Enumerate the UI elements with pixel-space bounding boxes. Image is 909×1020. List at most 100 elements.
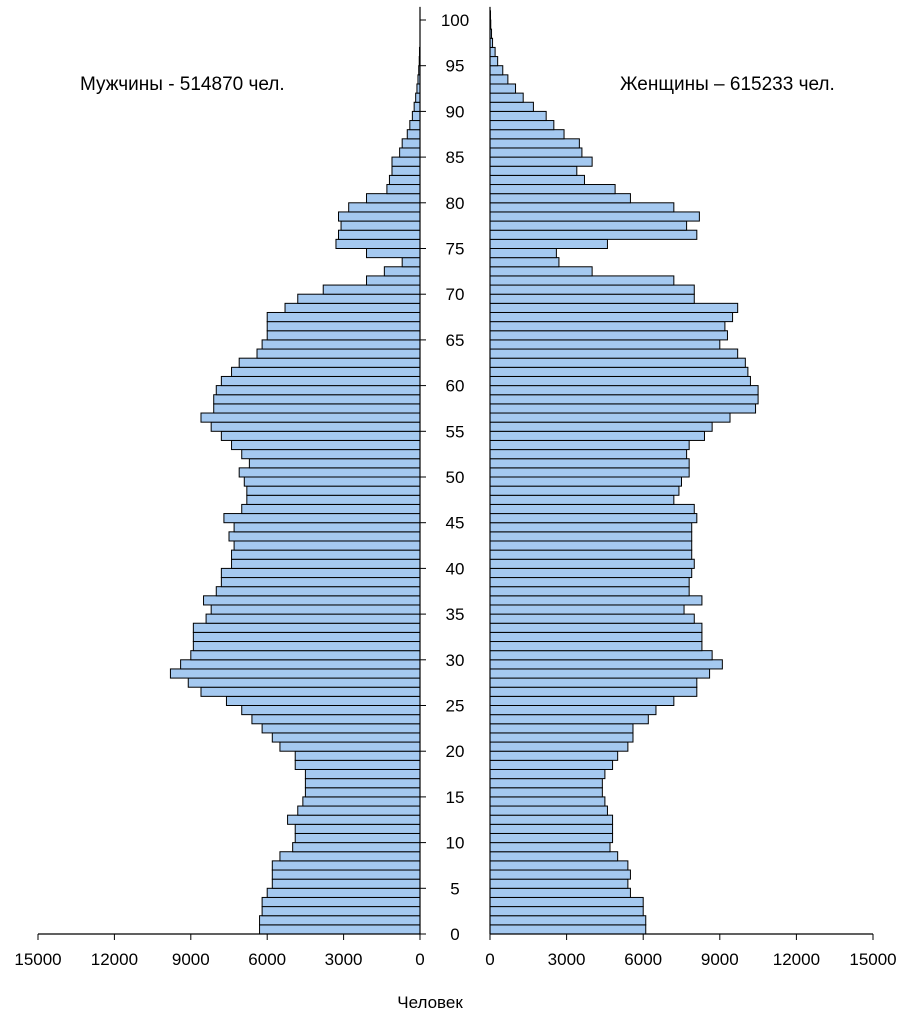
- male-bar-age-28: [169, 668, 421, 679]
- female-bar-age-38: [489, 577, 690, 588]
- male-bar-age-85: [399, 147, 421, 158]
- female-bar-age-30: [489, 650, 713, 661]
- male-bar-age-62: [238, 357, 421, 368]
- female-bar-age-7: [489, 860, 629, 871]
- male-bar-age-46: [241, 503, 421, 515]
- female-bar-age-89: [489, 110, 547, 122]
- male-bar-age-16: [304, 778, 421, 789]
- male-bar-age-84: [391, 156, 421, 167]
- male-bar-age-73: [401, 257, 421, 268]
- age-tick-label: 20: [446, 742, 465, 761]
- male-bar-age-60: [220, 375, 421, 387]
- male-bar-age-72: [383, 266, 421, 277]
- male-bar-age-22: [261, 723, 421, 734]
- female-bar-age-41: [489, 549, 693, 560]
- male-bar-age-63: [256, 348, 421, 359]
- female-bar-age-84: [489, 156, 593, 167]
- female-bar-age-87: [489, 129, 565, 140]
- male-bar-age-68: [284, 302, 421, 313]
- female-bar-age-58: [489, 394, 759, 405]
- age-tick-label: 15: [446, 788, 465, 807]
- male-bar-age-83: [391, 165, 421, 176]
- male-bar-age-24: [241, 705, 421, 716]
- male-bar-age-81: [386, 184, 421, 195]
- male-bar-age-3: [261, 896, 421, 908]
- male-bar-age-77: [340, 220, 421, 231]
- male-bar-age-52: [241, 449, 421, 460]
- male-bar-age-15: [304, 787, 421, 798]
- male-x-tick-label: 3000: [325, 950, 363, 969]
- male-bar-age-64: [261, 339, 421, 350]
- female-bar-age-10: [489, 832, 614, 844]
- male-bar-age-70: [322, 284, 421, 295]
- age-tick-label: 40: [446, 559, 465, 578]
- x-axis-ticks: 0 0 3000 3000 6000 6000 9000 9000 12000 12000 1500…: [14, 934, 897, 969]
- female-bar-age-57: [489, 403, 757, 414]
- female-bar-age-93: [489, 74, 509, 85]
- female-bar-age-62: [489, 357, 746, 368]
- age-tick-label: 30: [446, 651, 465, 670]
- male-bar-age-36: [203, 595, 421, 606]
- female-bar-age-13: [489, 805, 608, 816]
- male-bar-age-12: [287, 814, 421, 825]
- male-x-tick-label: 15000: [14, 950, 61, 969]
- male-bar-age-59: [215, 385, 421, 396]
- male-bar-age-54: [220, 430, 421, 441]
- male-bar-age-67: [266, 311, 421, 323]
- male-bar-age-37: [215, 586, 421, 597]
- male-bar-age-58: [213, 394, 421, 405]
- male-bar-age-41: [231, 549, 421, 560]
- male-bar-age-34: [205, 613, 421, 624]
- female-bar-age-79: [489, 202, 675, 213]
- female-bar-age-53: [489, 439, 690, 451]
- female-x-tick-label: 3000: [548, 950, 586, 969]
- male-bar-age-74: [366, 248, 421, 259]
- female-bar-age-72: [489, 266, 593, 277]
- female-bar-age-50: [489, 467, 690, 478]
- female-bar-age-18: [489, 759, 614, 770]
- female-bar-age-68: [489, 302, 739, 313]
- male-bar-age-71: [366, 275, 421, 286]
- male-bar-age-21: [271, 732, 421, 743]
- age-tick-label: 35: [446, 605, 465, 624]
- female-bar-age-25: [489, 695, 675, 706]
- female-bar-age-24: [489, 705, 657, 716]
- male-bar-age-82: [388, 174, 421, 186]
- male-bar-age-35: [210, 604, 421, 615]
- axes: [38, 6, 873, 935]
- age-tick-label: 70: [446, 285, 465, 304]
- female-bar-age-42: [489, 540, 693, 551]
- female-bar-age-73: [489, 257, 560, 268]
- female-bar-age-35: [489, 604, 685, 615]
- female-bar-age-96: [489, 46, 496, 58]
- male-bar-age-32: [192, 631, 421, 643]
- female-bar-age-39: [489, 567, 693, 579]
- female-bar-age-20: [489, 741, 629, 752]
- male-bar-age-25: [225, 695, 421, 706]
- male-bar-age-13: [297, 805, 421, 816]
- female-bar-age-55: [489, 421, 713, 432]
- female-bar-age-71: [489, 275, 675, 286]
- female-bar-age-94: [489, 65, 504, 76]
- female-bar-age-52: [489, 449, 688, 460]
- male-bar-age-86: [401, 138, 421, 149]
- male-bar-age-69: [297, 293, 421, 304]
- male-bar-age-27: [187, 677, 421, 688]
- female-bar-age-43: [489, 531, 693, 542]
- female-x-tick-label: 12000: [773, 950, 820, 969]
- age-tick-label: 45: [446, 514, 465, 533]
- male-bar-age-18: [294, 759, 421, 770]
- male-bar-age-0: [259, 924, 421, 935]
- age-tick-label: 25: [446, 697, 465, 716]
- male-bar-age-17: [304, 768, 421, 780]
- male-bar-age-78: [338, 211, 421, 222]
- female-bar-age-26: [489, 686, 698, 697]
- female-bar-age-77: [489, 220, 688, 231]
- female-bar-age-54: [489, 430, 705, 441]
- male-bar-age-23: [251, 714, 421, 725]
- female-bar-age-86: [489, 138, 580, 149]
- female-bar-age-19: [489, 750, 619, 761]
- male-bar-age-66: [266, 321, 421, 332]
- age-tick-label: 100: [441, 11, 469, 30]
- female-bar-age-80: [489, 193, 631, 204]
